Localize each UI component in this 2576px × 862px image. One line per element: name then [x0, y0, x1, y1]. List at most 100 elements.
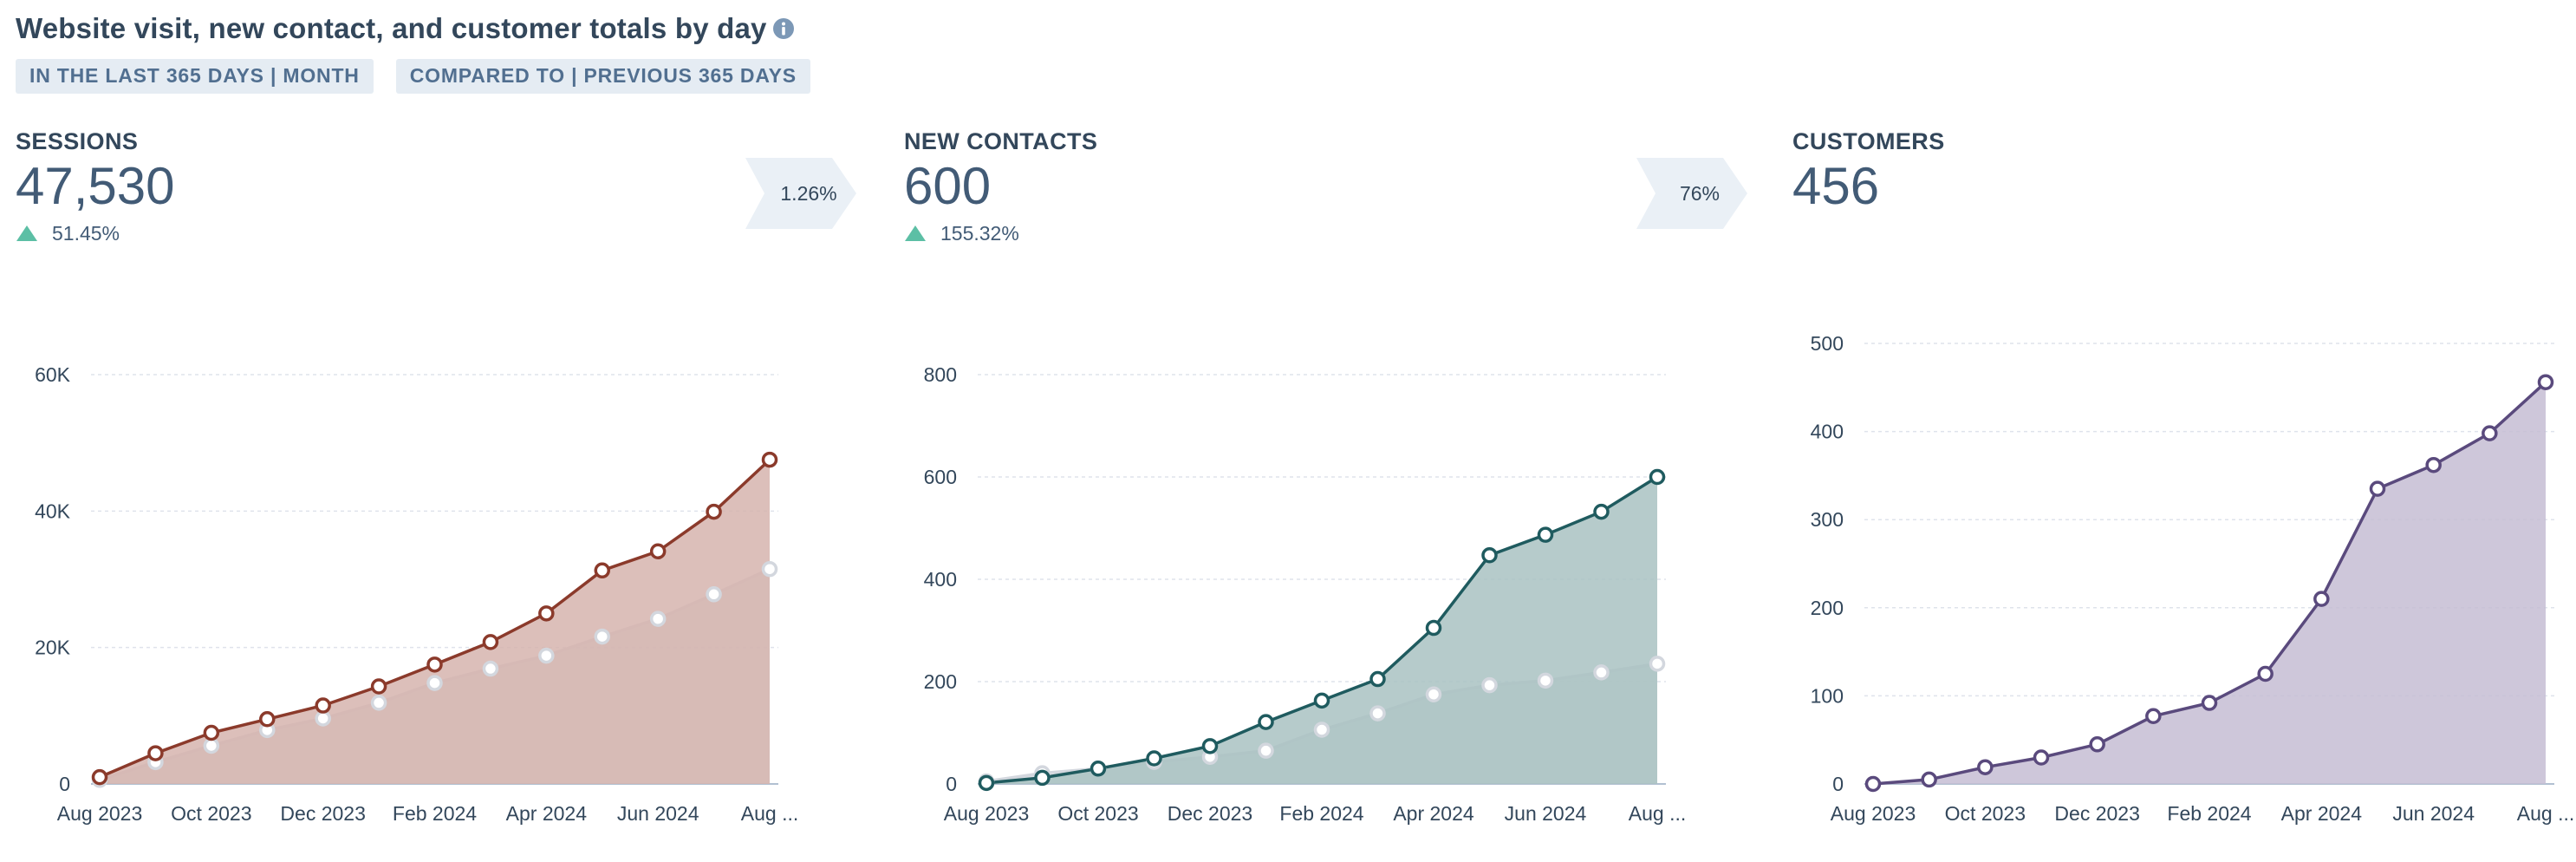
current-data-point[interactable] [482, 634, 499, 650]
y-tick-label: 0 [59, 773, 70, 795]
previous-data-point[interactable] [370, 695, 387, 711]
kpi-change: 155.32% [904, 222, 1097, 245]
current-data-point[interactable] [203, 724, 220, 741]
previous-data-point[interactable] [203, 737, 220, 754]
previous-data-point[interactable] [482, 660, 499, 677]
date-range-filter[interactable]: IN THE LAST 365 DAYS | MONTH [16, 59, 374, 94]
previous-data-point[interactable] [538, 647, 555, 664]
previous-data-point[interactable] [426, 675, 443, 691]
current-data-point[interactable] [147, 745, 164, 761]
current-data-point[interactable] [2482, 425, 2498, 441]
current-period-area [1873, 382, 2546, 784]
x-tick-label: Dec 2023 [1168, 802, 1252, 825]
filter-pills: IN THE LAST 365 DAYS | MONTH COMPARED TO… [16, 59, 810, 94]
previous-data-point[interactable] [1258, 742, 1274, 759]
current-data-point[interactable] [1258, 714, 1274, 730]
previous-data-point[interactable] [1537, 672, 1554, 689]
current-data-point[interactable] [2257, 665, 2274, 682]
previous-data-point[interactable] [761, 560, 778, 578]
kpi-change-value: 155.32% [940, 221, 1019, 245]
current-data-point[interactable] [761, 451, 778, 468]
current-data-point[interactable] [2089, 736, 2105, 753]
current-data-point[interactable] [1864, 775, 1882, 793]
current-data-point[interactable] [2369, 480, 2386, 497]
customers-chart: 0 100 200 300 400 500 Aug 2023 Oct 2023 Dec 2023… [1777, 321, 2576, 846]
current-data-point[interactable] [1977, 759, 1994, 775]
kpi-customers: CUSTOMERS 456 [1792, 128, 1945, 215]
y-tick-label: 60K [35, 363, 71, 386]
previous-data-point[interactable] [1481, 676, 1498, 694]
info-icon[interactable] [772, 17, 795, 40]
previous-data-point[interactable] [1649, 656, 1666, 672]
conversion-chevron [745, 158, 856, 229]
current-data-point[interactable] [1146, 750, 1162, 767]
trend-up-icon [905, 225, 926, 242]
current-data-point[interactable] [706, 503, 722, 520]
x-tick-label: Jun 2024 [617, 802, 699, 825]
kpi-sessions: SESSIONS 47,530 51.45% [16, 128, 175, 245]
current-data-point[interactable] [2425, 456, 2442, 473]
current-data-point[interactable] [538, 605, 555, 622]
current-data-point[interactable] [426, 656, 443, 673]
kpi-label: CUSTOMERS [1792, 128, 1945, 154]
customers-chart-svg: 0 100 200 300 400 500 Aug 2023 Oct 2023 Dec 2023… [1811, 332, 2575, 825]
previous-data-point[interactable] [1593, 664, 1610, 681]
current-period-area [986, 477, 1657, 784]
current-data-point[interactable] [978, 774, 995, 792]
y-tick-label: 40K [35, 500, 71, 522]
current-period-area [100, 460, 770, 784]
current-data-point[interactable] [1537, 526, 1554, 543]
y-tick-label: 400 [924, 568, 957, 591]
comparison-filter[interactable]: COMPARED TO | PREVIOUS 365 DAYS [395, 59, 810, 94]
current-data-point[interactable] [315, 697, 331, 714]
current-data-point[interactable] [1201, 738, 1219, 754]
conversion-chevron [1636, 158, 1747, 229]
kpi-value: 47,530 [16, 157, 175, 215]
previous-data-point[interactable] [706, 586, 722, 603]
current-data-point[interactable] [1921, 771, 1937, 788]
x-tick-label: Aug ... [2517, 802, 2574, 825]
current-data-point[interactable] [1313, 692, 1330, 709]
previous-data-point[interactable] [1313, 722, 1330, 738]
current-data-point[interactable] [2201, 695, 2218, 711]
y-tick-label: 20K [35, 637, 71, 659]
current-data-point[interactable] [1369, 670, 1386, 688]
current-data-point[interactable] [1034, 769, 1051, 787]
current-data-point[interactable] [370, 678, 387, 695]
y-tick-label: 200 [1811, 597, 1844, 619]
x-tick-label: Aug ... [1629, 802, 1686, 825]
current-data-point[interactable] [1593, 503, 1610, 520]
y-tick-label: 200 [924, 670, 957, 693]
current-data-point[interactable] [594, 562, 610, 579]
x-tick-label: Apr 2024 [2281, 802, 2363, 825]
current-data-point[interactable] [2537, 374, 2554, 390]
previous-data-point[interactable] [594, 628, 610, 645]
kpi-label: NEW CONTACTS [904, 128, 1098, 154]
previous-data-point[interactable] [1425, 686, 1442, 702]
conversion-rate: 76% [1679, 181, 1721, 205]
y-tick-label: 0 [1832, 773, 1844, 795]
current-data-point[interactable] [91, 768, 108, 786]
y-tick-label: 100 [1811, 684, 1844, 707]
x-tick-label: Apr 2024 [1393, 802, 1474, 825]
x-tick-label: Feb 2024 [393, 802, 477, 825]
previous-data-point[interactable] [315, 710, 331, 727]
current-data-point[interactable] [1090, 761, 1107, 777]
y-tick-label: 0 [946, 773, 957, 795]
current-data-point[interactable] [2033, 749, 2050, 766]
previous-data-point[interactable] [649, 611, 667, 627]
y-tick-label: 800 [924, 363, 957, 386]
x-tick-label: Apr 2024 [506, 802, 588, 825]
x-tick-label: Aug ... [741, 802, 798, 825]
current-data-point[interactable] [2145, 708, 2162, 725]
x-tick-label: Oct 2023 [1057, 802, 1138, 825]
current-data-point[interactable] [649, 543, 667, 559]
x-tick-label: Feb 2024 [1279, 802, 1363, 825]
current-data-point[interactable] [1425, 619, 1442, 637]
current-data-point[interactable] [1649, 468, 1666, 486]
new-contacts-chart: 0 200 400 600 800 Aug 2023 Oct 2023 Dec 2023 Feb… [888, 321, 1755, 846]
current-data-point[interactable] [1481, 547, 1498, 564]
current-data-point[interactable] [259, 711, 276, 728]
current-data-point[interactable] [2313, 591, 2330, 607]
previous-data-point[interactable] [1369, 705, 1386, 722]
